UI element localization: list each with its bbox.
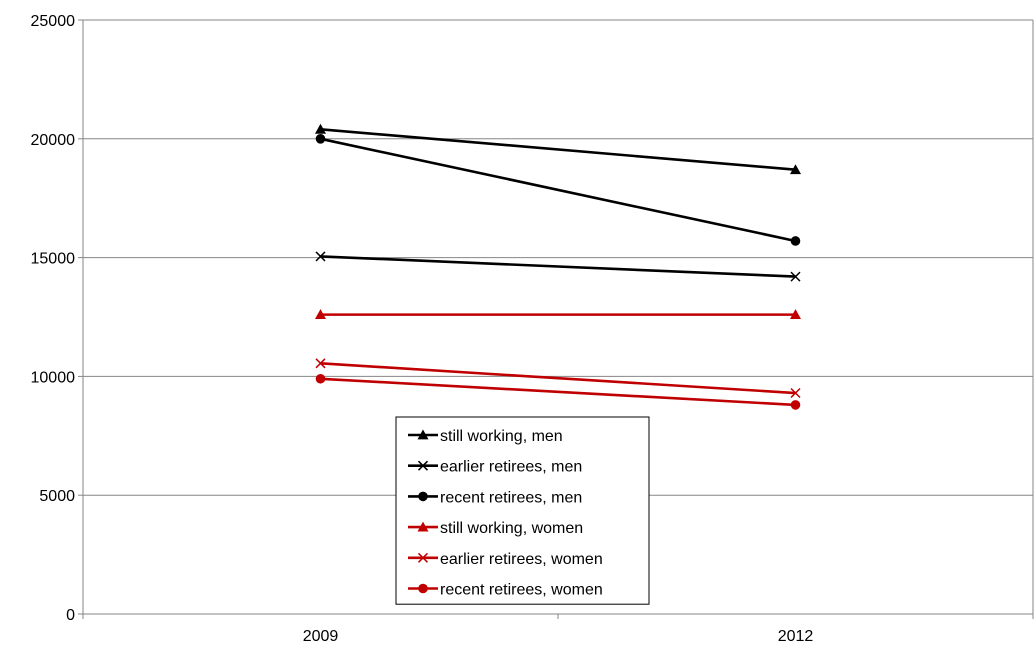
- data-point: [315, 358, 326, 369]
- legend-entry: earlier retirees, women: [408, 551, 603, 568]
- legend-entry: recent retirees, women: [408, 582, 603, 599]
- y-tick-label: 15000: [31, 251, 76, 268]
- legend-label: earlier retirees, women: [440, 551, 603, 568]
- legend: still working, men earlier retirees, men r…: [395, 416, 650, 605]
- legend-marker: [417, 552, 429, 563]
- data-point: [790, 236, 801, 246]
- legend-label: recent retirees, women: [440, 582, 603, 599]
- y-tick-label: 10000: [31, 369, 76, 386]
- legend-entry: still working, men: [408, 428, 563, 445]
- legend-marker: [417, 429, 429, 440]
- series-line: [320, 377, 796, 407]
- legend-entry: recent retirees, men: [408, 489, 582, 506]
- data-point: [315, 123, 326, 134]
- data-point: [315, 309, 326, 320]
- series-5: [315, 373, 801, 410]
- y-tick-label: 20000: [31, 132, 76, 149]
- gridlines: [83, 19, 1033, 496]
- legend-box: [395, 416, 650, 605]
- series-line: [320, 255, 796, 278]
- legend-label: still working, men: [440, 428, 563, 445]
- legend-label: earlier retirees, men: [440, 459, 582, 476]
- data-point: [790, 400, 801, 410]
- data-point: [790, 388, 801, 399]
- legend-marker: [417, 521, 429, 532]
- legend-label: recent retirees, men: [440, 489, 582, 506]
- legend-marker: [418, 491, 428, 502]
- axes: 0 5000 10000 15000 20000 25000 2009 2012: [31, 13, 1034, 645]
- legend-entry: earlier retirees, men: [408, 459, 582, 476]
- series-3: [315, 309, 801, 320]
- legend-entry: still working, women: [408, 520, 583, 537]
- y-tick-label: 0: [66, 607, 75, 624]
- series-4: [315, 358, 801, 399]
- data-point: [315, 134, 326, 144]
- data-point: [790, 309, 801, 320]
- series-line: [320, 362, 796, 395]
- legend-marker: [417, 460, 429, 471]
- y-tick-label: 5000: [39, 488, 75, 505]
- series-2: [315, 134, 801, 246]
- series-1: [315, 251, 801, 282]
- data-point: [790, 164, 801, 175]
- x-tick-label: 2012: [778, 628, 814, 645]
- x-tick-label: 2009: [303, 628, 339, 645]
- data-point: [790, 271, 801, 282]
- series-line: [320, 137, 796, 243]
- legend-marker: [418, 583, 428, 594]
- data-point: [315, 251, 326, 262]
- series-line: [320, 128, 796, 171]
- series-0: [315, 123, 801, 175]
- series-lines: [315, 123, 801, 410]
- data-point: [315, 373, 326, 384]
- legend-label: still working, women: [440, 520, 583, 537]
- y-tick-label: 25000: [31, 13, 76, 30]
